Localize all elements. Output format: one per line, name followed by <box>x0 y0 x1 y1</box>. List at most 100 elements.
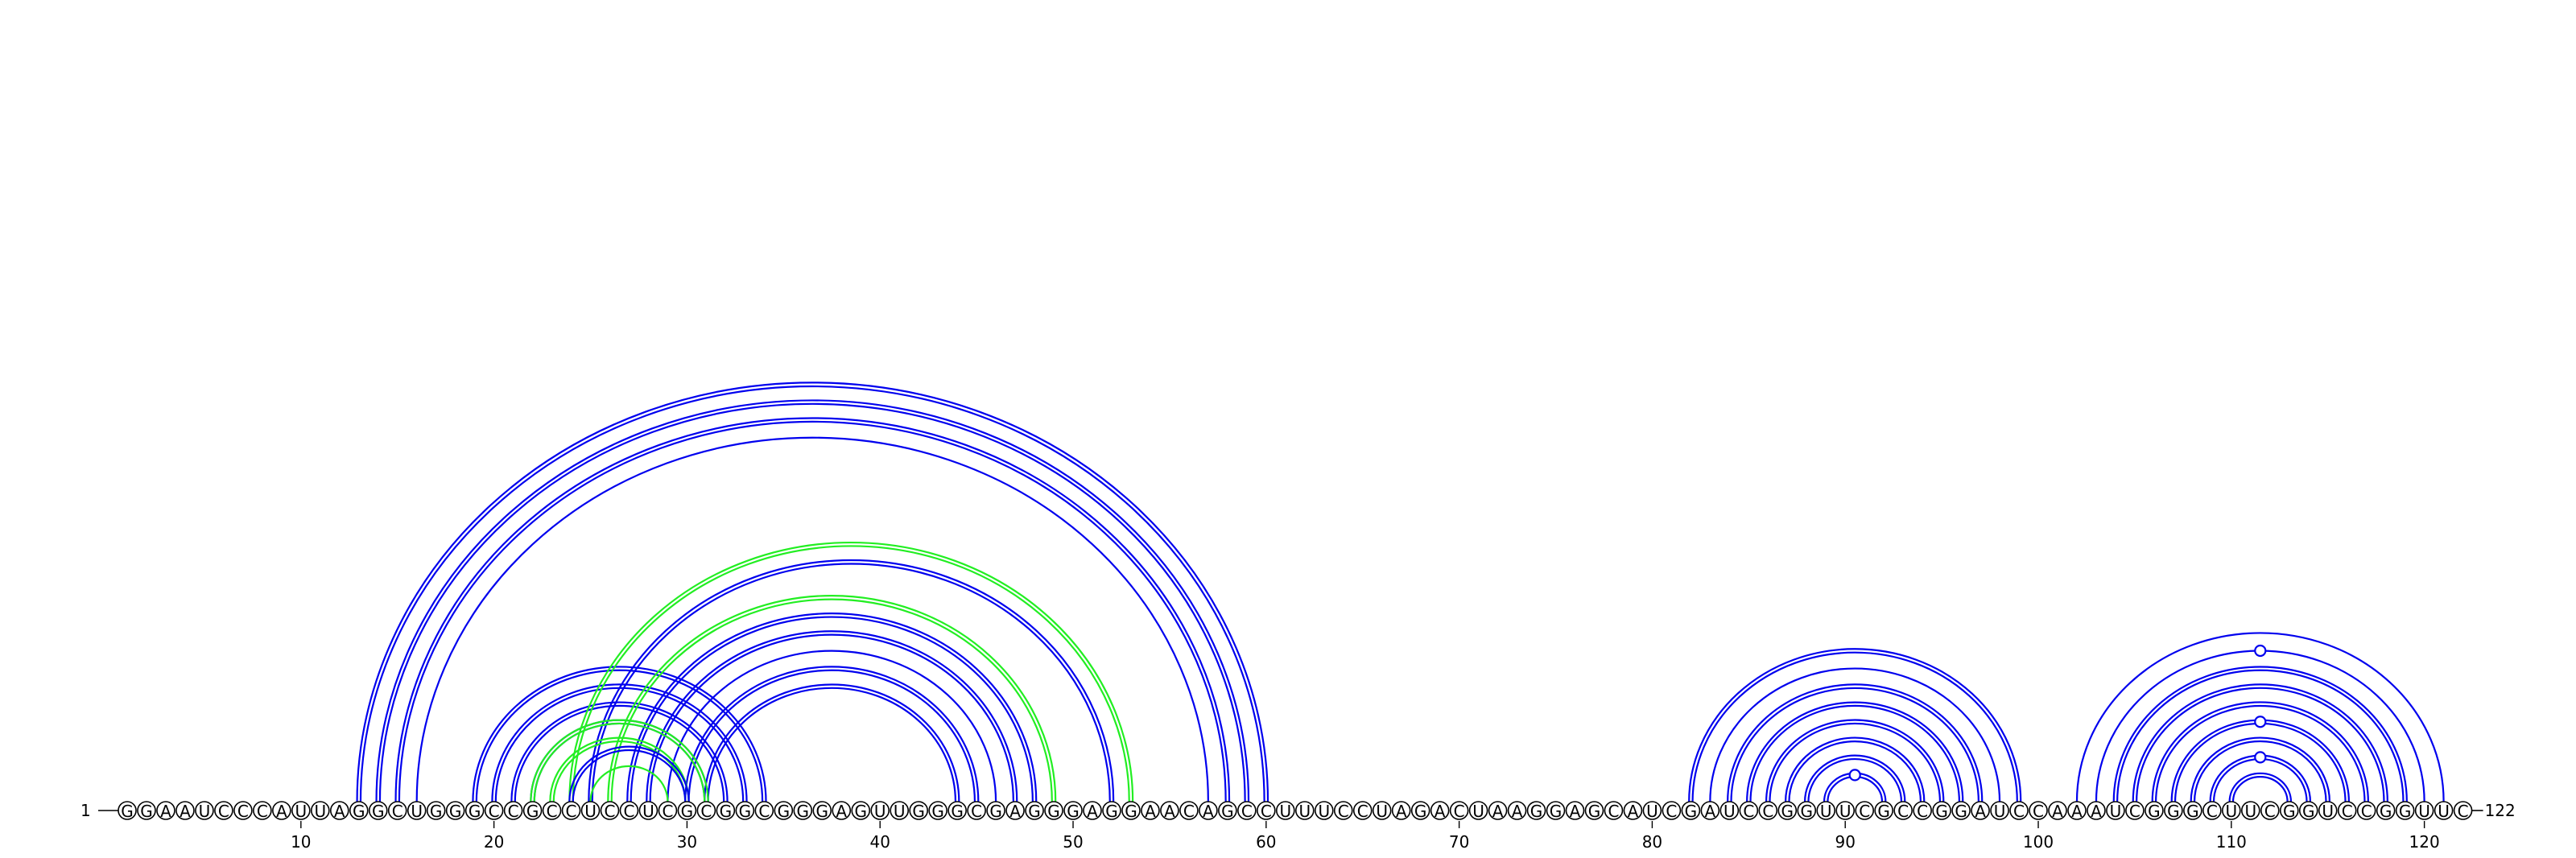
nucleotide-circle <box>1700 801 1720 820</box>
nucleotide: G <box>137 801 156 821</box>
arc-marker-107-116 <box>2254 716 2267 728</box>
arc-20-33-1 <box>491 683 748 802</box>
nucleotide: A <box>272 801 291 821</box>
nucleotide-letter: C <box>1897 802 1909 821</box>
nucleotide: C <box>2453 801 2473 821</box>
nucleotide-circle <box>195 801 214 820</box>
nucleotide: C <box>1855 801 1874 821</box>
nucleotide-circle <box>2087 801 2106 820</box>
nucleotide: G <box>986 801 1005 821</box>
arc-22-31-0 <box>533 722 706 802</box>
nucleotide-circle <box>1719 801 1740 820</box>
tick-label-30: 30 <box>677 832 697 852</box>
nucleotide-letter: G <box>778 802 791 821</box>
nucleotide-letter: C <box>2033 802 2044 821</box>
nucleotide-letter: C <box>1454 802 1465 821</box>
arc-22-31-1 <box>530 719 709 802</box>
arc-marker-109-114 <box>2254 751 2267 764</box>
nucleotide-letter: C <box>1917 802 1928 821</box>
nucleotide-circle <box>2318 801 2338 820</box>
nucleotide-circle <box>2356 801 2376 820</box>
nucleotide-letter: G <box>912 802 925 821</box>
nucleotide: C <box>233 801 253 821</box>
nucleotide: G <box>793 801 813 821</box>
nucleotide: G <box>1102 801 1121 821</box>
nucleotide: C <box>1604 801 1624 821</box>
nucleotide-circle <box>2453 801 2473 820</box>
arc-21-32-0 <box>514 704 725 802</box>
nucleotide-circle <box>1237 801 1257 820</box>
nucleotide: C <box>542 801 562 821</box>
nucleotide: G <box>1218 801 1237 821</box>
nucleotide: A <box>832 801 852 821</box>
arc-marker-103-120 <box>2254 644 2267 658</box>
nucleotide-circle <box>1951 801 1971 820</box>
nucleotide-letter: U <box>1318 802 1330 821</box>
nucleotide-letter: U <box>584 802 597 821</box>
nucleotide-circle <box>484 801 504 820</box>
arc-28-47-1 <box>646 630 1018 802</box>
nucleotide-circle <box>2337 801 2357 820</box>
nucleotide-letter: G <box>372 802 385 821</box>
nucleotide-letter: U <box>199 802 211 821</box>
nucleotide-circle <box>735 801 755 820</box>
nucleotide-circle <box>851 801 871 820</box>
nucleotide-circle <box>426 801 446 820</box>
arc-87-94-1 <box>1784 736 1926 802</box>
arc-106-117-1 <box>2151 701 2369 802</box>
nucleotide: C <box>1893 801 1913 821</box>
nucleotide-circle <box>1352 801 1373 820</box>
arc-13-60-0 <box>359 385 1265 802</box>
nucleotide-letter: G <box>1550 802 1563 821</box>
nucleotide-circle <box>677 801 697 820</box>
nucleotide-letter: G <box>1125 802 1137 821</box>
sequence-end-label: 122 <box>2485 801 2516 820</box>
nucleotide-circle <box>600 801 620 820</box>
arc-104-119-0 <box>2116 669 2405 802</box>
nucleotide-circle <box>1816 801 1836 820</box>
nucleotide-circle <box>1681 801 1701 820</box>
nucleotide: U <box>1719 801 1740 821</box>
nucleotide-letter: G <box>1781 802 1794 821</box>
nucleotide-circle <box>1526 801 1546 820</box>
nucleotide-letter: C <box>547 802 558 821</box>
nucleotide: U <box>2222 801 2241 821</box>
nucleotide-circle <box>2125 801 2145 820</box>
nucleotide-circle <box>1025 801 1044 820</box>
nucleotide: C <box>253 801 272 821</box>
nucleotide: U <box>1816 801 1836 821</box>
nucleotide-letter: C <box>1859 802 1870 821</box>
nucleotide: G <box>1932 801 1951 821</box>
nucleotide-circle <box>253 801 272 820</box>
nucleotide: C <box>561 801 581 821</box>
nucleotide: G <box>1777 801 1798 821</box>
nucleotide-letter: G <box>449 802 462 821</box>
nucleotide: U <box>1294 801 1315 821</box>
nucleotide-circle <box>986 801 1005 820</box>
nucleotide-letter: G <box>1067 802 1080 821</box>
nucleotide: C <box>1913 801 1932 821</box>
arc-24-53-0 <box>572 545 1130 802</box>
nucleotide: G <box>426 801 446 821</box>
nucleotide: U <box>638 801 658 821</box>
nucleotide-circle <box>329 801 349 820</box>
nucleotide-circle <box>1160 801 1179 820</box>
nucleotide-circle <box>832 801 852 820</box>
nucleotide: U <box>291 801 311 821</box>
tick-label-20: 20 <box>484 832 504 852</box>
arc-82-99-0 <box>1691 651 2018 802</box>
nucleotide-letter: U <box>411 802 423 821</box>
nucleotide-letter: A <box>160 802 171 821</box>
nucleotide-letter: G <box>1221 802 1234 821</box>
nucleotide-letter: A <box>1512 802 1523 821</box>
arc-104-119-1 <box>2112 666 2408 802</box>
nucleotide-circle <box>233 801 253 820</box>
nucleotide-circle <box>1102 801 1121 820</box>
nucleotide: G <box>2279 801 2299 821</box>
nucleotide: C <box>696 801 716 821</box>
nucleotide-letter: A <box>1396 802 1407 821</box>
nucleotide-letter: A <box>180 802 191 821</box>
arc-23-30-1 <box>549 736 690 802</box>
nucleotide: U <box>1468 801 1488 821</box>
nucleotide: G <box>1526 801 1546 821</box>
